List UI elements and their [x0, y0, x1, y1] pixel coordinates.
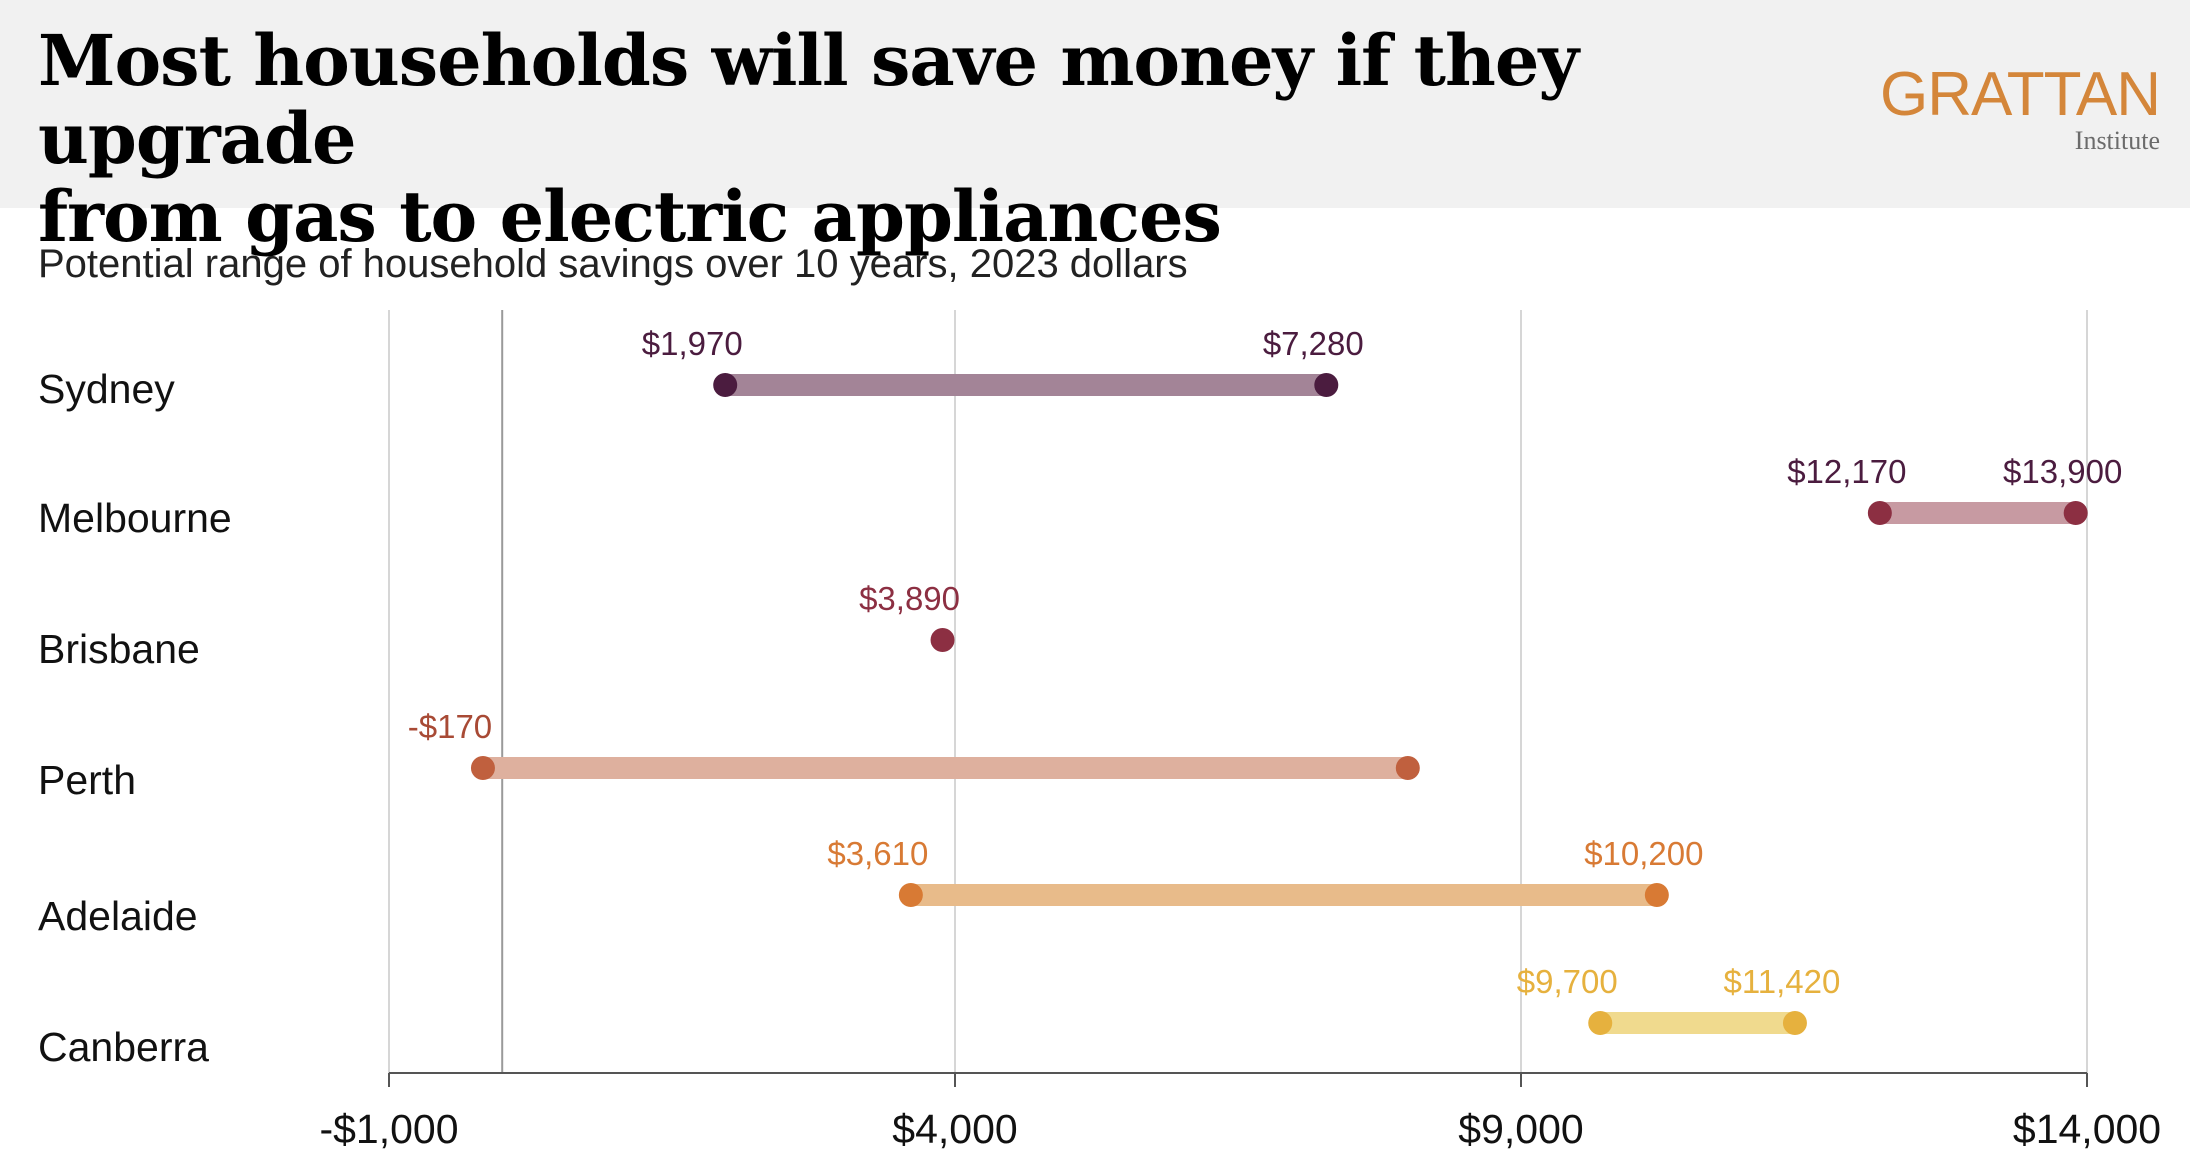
category-label-melbourne: Melbourne: [38, 495, 232, 541]
x-tick-label-2: $9,000: [1458, 1106, 1583, 1152]
low-dot-brisbane: [930, 628, 955, 652]
category-label-adelaide: Adelaide: [38, 893, 198, 939]
high-dot-canberra: [1782, 1011, 1807, 1035]
chart-title: Most households will save money if they …: [38, 22, 1788, 256]
x-tick-label-0: -$1,000: [319, 1106, 458, 1152]
low-dot-sydney: [713, 373, 738, 397]
category-label-canberra: Canberra: [38, 1024, 209, 1070]
x-tick-label-3: $14,000: [2013, 1106, 2161, 1152]
low-dot-perth: [470, 756, 495, 780]
category-label-brisbane: Brisbane: [38, 626, 200, 672]
high-dot-adelaide: [1644, 883, 1669, 907]
low-dot-canberra: [1588, 1011, 1613, 1035]
low-value-label-brisbane: $3,890: [859, 580, 960, 617]
category-label-sydney: Sydney: [38, 366, 175, 412]
logo-subtitle: Institute: [2074, 126, 2160, 155]
title-line-2: from gas to electric appliances: [38, 175, 1222, 258]
low-value-label-perth: -$170: [408, 708, 492, 745]
low-value-label-canberra: $9,700: [1517, 963, 1618, 1000]
x-tick-label-1: $4,000: [892, 1106, 1017, 1152]
chart-subtitle: Potential range of household savings ove…: [38, 242, 1188, 286]
low-value-label-adelaide: $3,610: [827, 835, 928, 872]
high-value-label-adelaide: $10,200: [1584, 835, 1703, 872]
high-dot-melbourne: [2063, 501, 2088, 525]
high-dot-perth: [1395, 756, 1420, 780]
category-label-perth: Perth: [38, 757, 136, 803]
title-line-1: Most households will save money if they …: [38, 19, 1579, 180]
high-dot-sydney: [1314, 373, 1339, 397]
grattan-logo: GRATTAN Institute: [1879, 60, 2161, 155]
header-band: Most households will save money if they …: [0, 0, 2190, 256]
high-value-label-canberra: $11,420: [1724, 963, 1841, 1000]
low-dot-adelaide: [898, 883, 923, 907]
low-value-label-sydney: $1,970: [642, 325, 743, 362]
low-dot-melbourne: [1867, 501, 1892, 525]
low-value-label-melbourne: $12,170: [1787, 453, 1906, 490]
logo-wordmark: GRATTAN: [1879, 60, 2161, 129]
high-value-label-melbourne: $13,900: [2003, 453, 2122, 490]
high-value-label-sydney: $7,280: [1263, 325, 1364, 362]
